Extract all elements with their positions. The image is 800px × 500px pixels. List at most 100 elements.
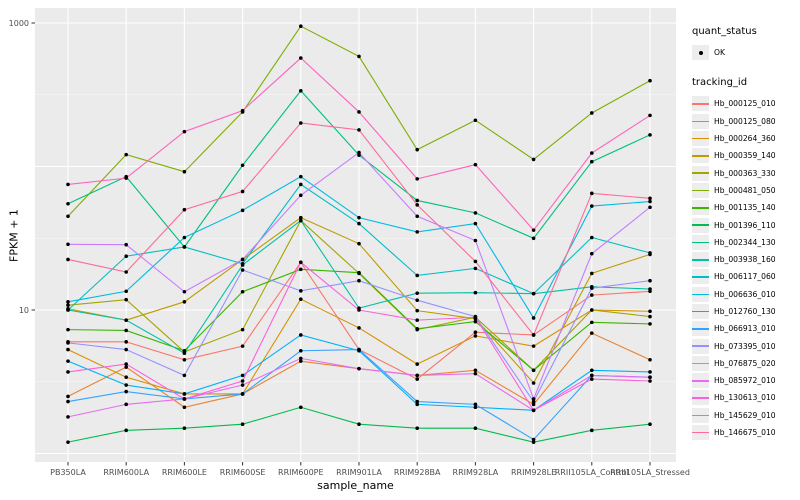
data-point xyxy=(182,357,187,362)
data-point xyxy=(473,118,478,123)
data-point xyxy=(531,291,536,296)
data-point xyxy=(590,308,594,312)
data-point xyxy=(124,152,128,157)
data-point xyxy=(240,379,245,383)
legend-label: Hb_001396_110 xyxy=(714,220,776,230)
data-point xyxy=(66,359,70,363)
data-point xyxy=(299,267,303,272)
data-point xyxy=(66,182,70,187)
data-point xyxy=(590,251,594,256)
legend-line-key xyxy=(692,165,709,181)
legend-tracking-id: tracking_id Hb_000125_010 Hb_000125_080 Hb… xyxy=(692,77,798,441)
data-point xyxy=(531,368,536,373)
data-point xyxy=(590,377,594,381)
legend-label: Hb_012760_130 xyxy=(714,307,776,316)
data-point xyxy=(648,199,652,204)
legend-item: Hb_000125_080 xyxy=(692,113,798,130)
data-point xyxy=(415,273,420,278)
legend-line-key xyxy=(692,407,709,423)
legend-item: Hb_006117_060 xyxy=(692,268,798,285)
data-point xyxy=(299,215,303,220)
data-point xyxy=(473,315,478,320)
legend-item: Hb_073395_010 xyxy=(692,337,798,354)
data-point xyxy=(240,383,245,387)
data-point xyxy=(531,344,536,348)
data-point xyxy=(299,359,303,363)
data-point xyxy=(182,392,187,396)
legend-label: Hb_000264_360 xyxy=(714,134,776,144)
data-point xyxy=(124,383,128,387)
data-point xyxy=(182,397,187,401)
data-point xyxy=(299,174,303,179)
legend-label: Hb_000481_050 xyxy=(714,185,776,195)
legend-item: Hb_002344_130 xyxy=(692,234,798,251)
data-point xyxy=(531,316,536,320)
data-point xyxy=(357,221,361,226)
data-point xyxy=(415,203,420,207)
data-point xyxy=(648,370,652,374)
data-point xyxy=(66,415,70,419)
data-point xyxy=(415,318,420,322)
data-point xyxy=(240,422,245,427)
x-tick-label: RRIM901LA xyxy=(336,468,382,477)
x-tick-label: RRIM928BA xyxy=(394,468,441,477)
data-point xyxy=(473,426,478,431)
legend-item: Hb_000264_360 xyxy=(692,130,798,147)
data-point xyxy=(357,150,361,155)
legend-label: Hb_076875_020 xyxy=(714,358,776,368)
y-tick-label: 1000 xyxy=(9,19,29,28)
data-point xyxy=(124,318,128,322)
data-point xyxy=(299,289,303,293)
legend-item-ok: OK xyxy=(692,44,798,61)
legend-label: Hb_145629_010 xyxy=(714,410,776,420)
data-point xyxy=(590,293,594,297)
data-point xyxy=(299,88,303,93)
legend-item: Hb_003938_160 xyxy=(692,251,798,268)
data-point xyxy=(124,242,128,247)
data-point xyxy=(357,347,361,352)
data-point xyxy=(66,201,70,206)
legend-quant-status: quant_status OK xyxy=(692,26,798,61)
data-point xyxy=(66,242,70,247)
legend-label: Hb_000363_330 xyxy=(714,168,776,178)
data-point xyxy=(124,176,128,180)
data-point xyxy=(66,214,70,219)
data-point xyxy=(66,308,70,312)
data-point xyxy=(531,437,536,442)
legend-line-key xyxy=(692,113,709,129)
data-point xyxy=(240,344,245,348)
data-point xyxy=(648,379,652,383)
data-point xyxy=(473,402,478,407)
legend: quant_status OK tracking_id Hb_000125_01… xyxy=(692,26,798,457)
data-point xyxy=(240,373,245,378)
data-point xyxy=(531,399,536,404)
data-point xyxy=(182,373,187,378)
legend-line-key xyxy=(692,425,709,441)
data-point xyxy=(357,241,361,246)
data-point xyxy=(357,270,361,275)
data-point xyxy=(357,366,361,371)
legend-item: Hb_146675_010 xyxy=(692,424,798,441)
data-point xyxy=(648,287,652,291)
legend-line-key xyxy=(692,321,709,337)
data-point xyxy=(531,157,536,162)
data-point xyxy=(415,362,420,366)
data-point xyxy=(648,314,652,319)
data-point xyxy=(590,373,594,378)
legend-label: Hb_000125_010 xyxy=(714,99,776,109)
legend-line-key xyxy=(692,200,709,216)
legend-line-key xyxy=(692,269,709,285)
data-point xyxy=(648,205,652,210)
data-point xyxy=(590,151,594,155)
data-point xyxy=(648,357,652,362)
legend-label: Hb_000359_140 xyxy=(714,151,776,161)
legend-label: Hb_006636_010 xyxy=(714,289,776,299)
data-point xyxy=(648,113,652,118)
data-point xyxy=(124,347,128,352)
data-point xyxy=(182,129,187,134)
data-point xyxy=(240,208,245,213)
data-point xyxy=(357,128,361,132)
data-point xyxy=(415,326,420,331)
